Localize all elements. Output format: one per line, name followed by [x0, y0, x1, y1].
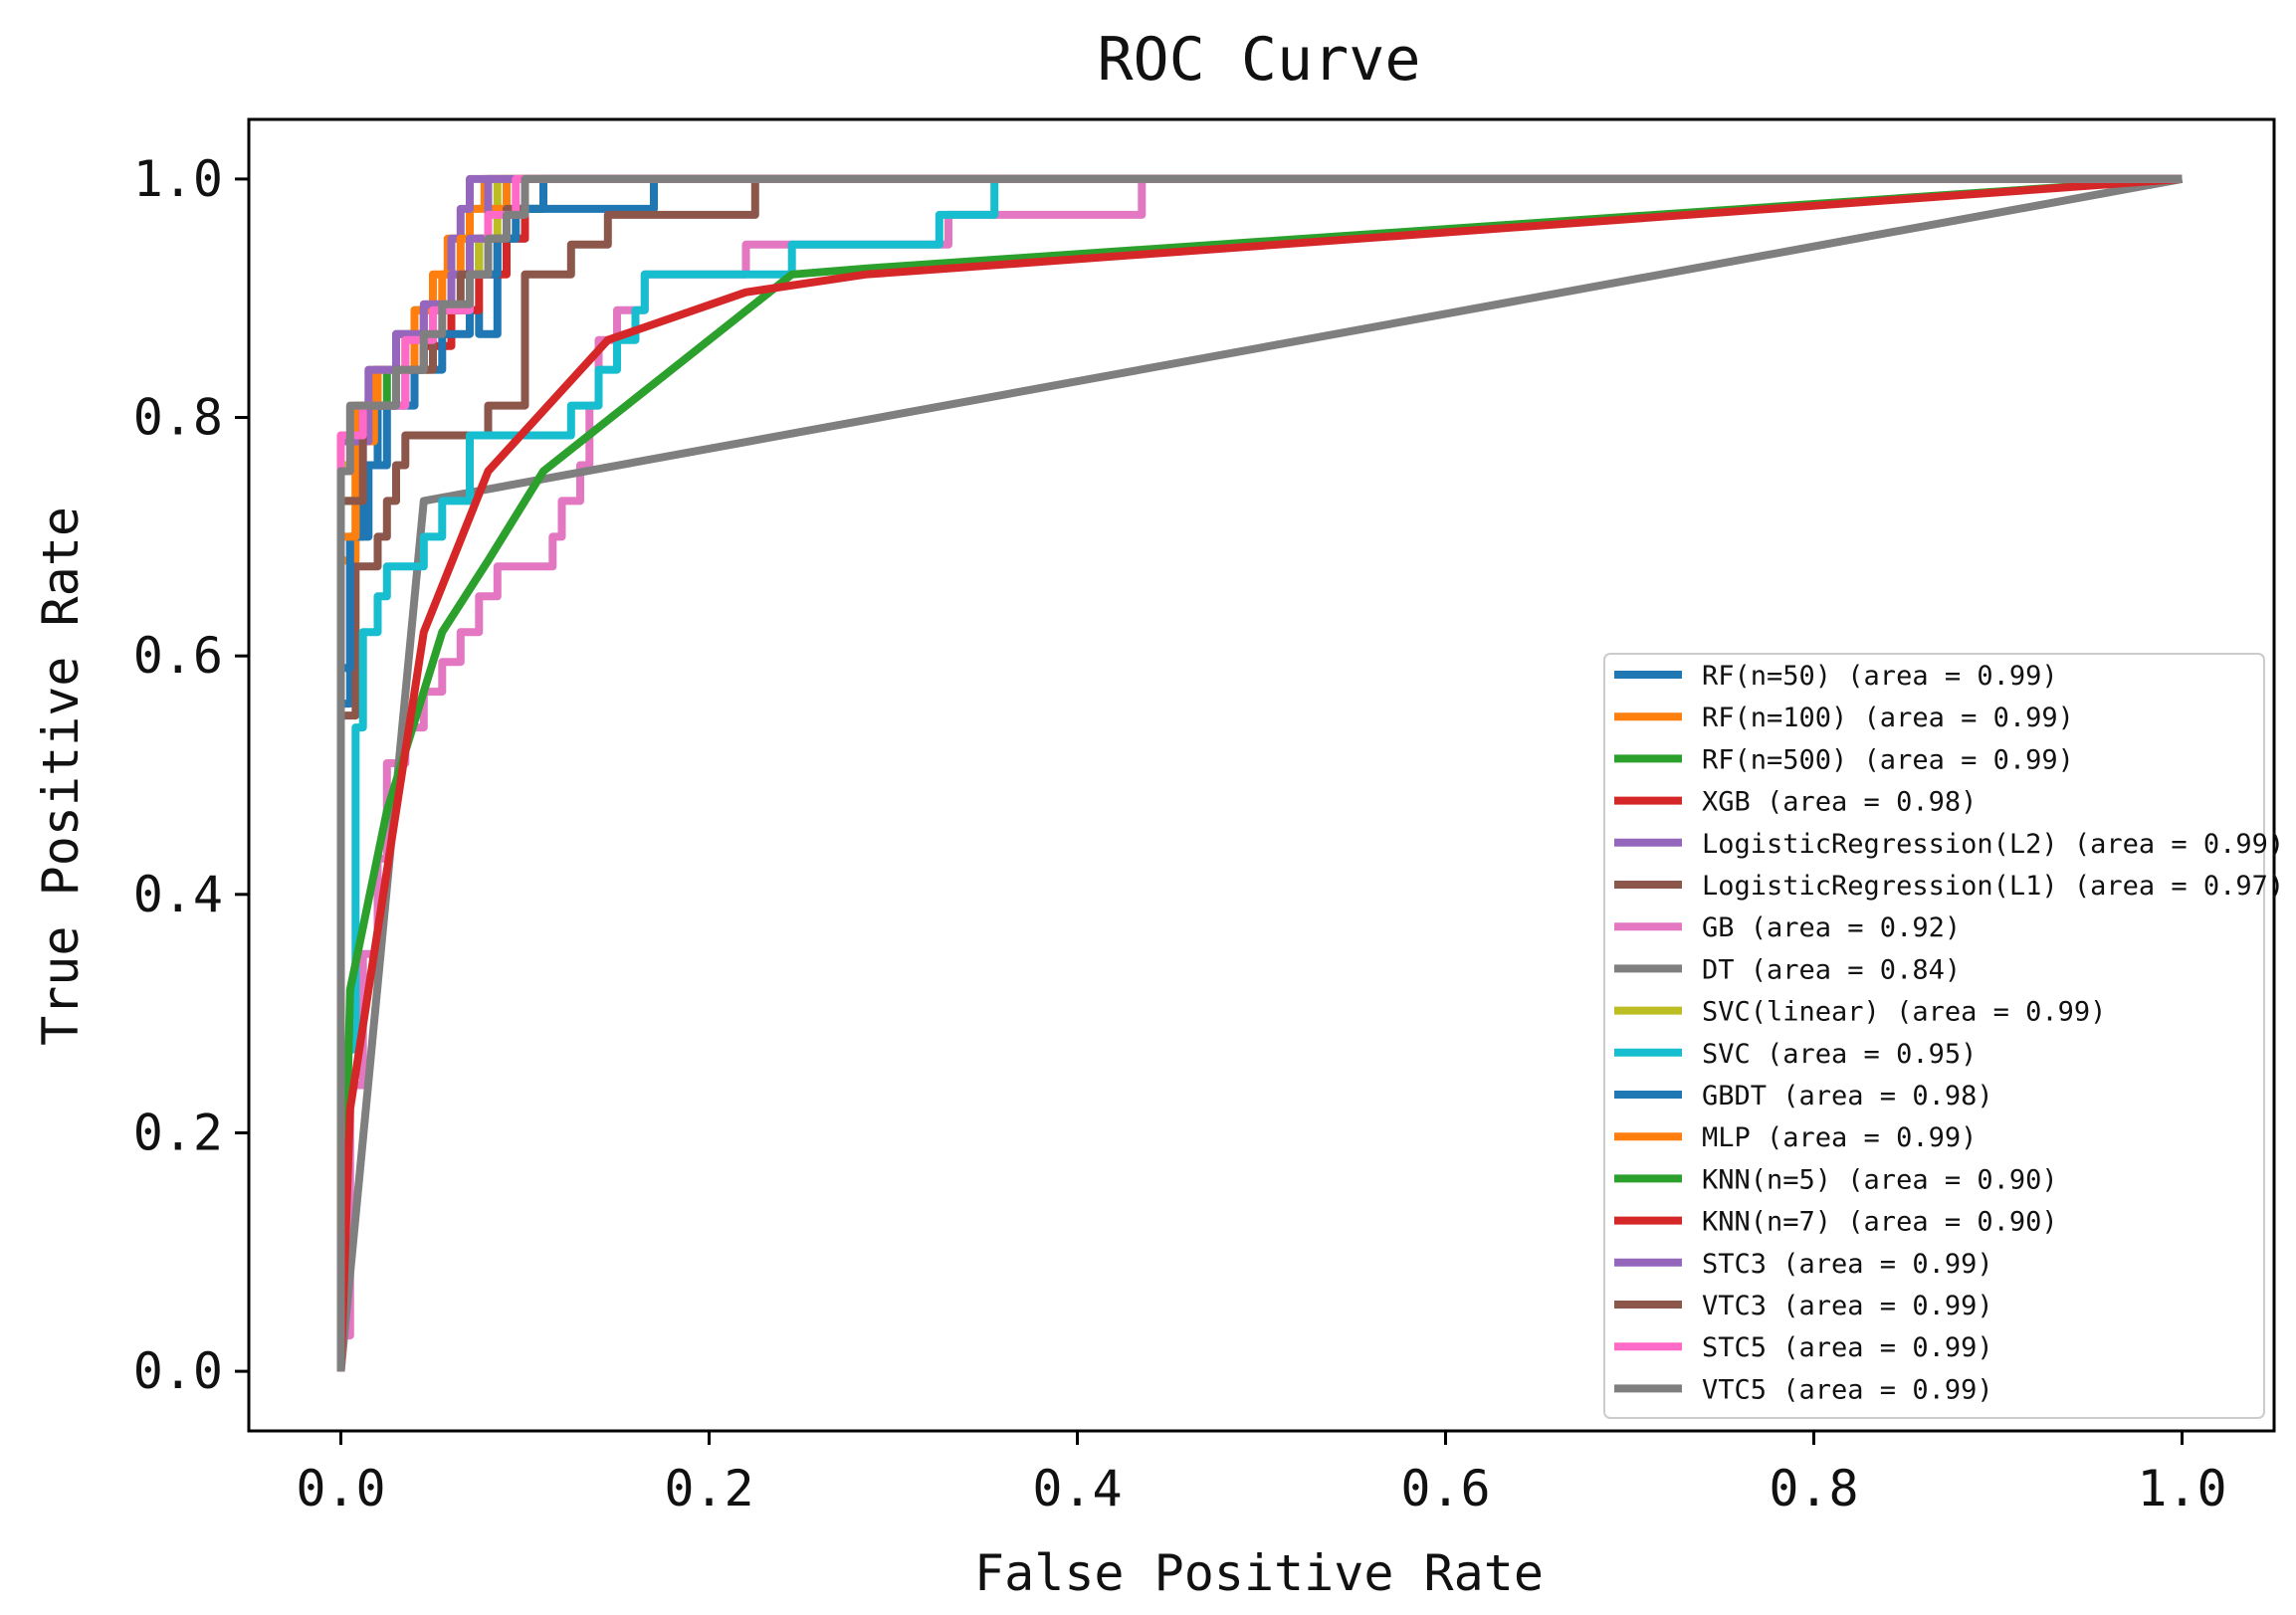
series-line-14 — [336, 174, 2183, 1372]
chart-title: ROC Curve — [1097, 25, 1420, 95]
x-tick-label: 0.6 — [1400, 1460, 1490, 1517]
legend-entry: XGB (area = 0.98) — [1614, 787, 1977, 818]
legend-entry: GBDT (area = 0.98) — [1614, 1081, 1993, 1111]
y-tick-label: 0.0 — [133, 1342, 223, 1400]
y-tick-label: 0.2 — [133, 1104, 223, 1161]
series-line-18 — [336, 174, 2183, 1372]
legend-label: SVC(linear) (area = 0.99) — [1702, 997, 2106, 1028]
legend-box — [1603, 653, 2265, 1419]
legend-label: MLP (area = 0.99) — [1702, 1122, 1977, 1153]
legend-entry: SVC (area = 0.95) — [1614, 1039, 1977, 1070]
legend-entry: VTC5 (area = 0.99) — [1614, 1374, 1993, 1405]
legend-label: LogisticRegression(L1) (area = 0.97) — [1702, 871, 2284, 902]
x-tick-label: 0.4 — [1032, 1460, 1122, 1517]
legend-entry: SVC(linear) (area = 0.99) — [1614, 997, 2106, 1028]
legend-label: RF(n=100) (area = 0.99) — [1702, 703, 2074, 733]
legend-label: LogisticRegression(L2) (area = 0.99) — [1702, 829, 2284, 860]
y-tick-label: 0.4 — [133, 866, 223, 923]
legend-label: VTC3 (area = 0.99) — [1702, 1291, 1993, 1321]
legend-label: STC5 (area = 0.99) — [1702, 1332, 1993, 1363]
x-axis-label: False Positive Rate — [974, 1544, 1544, 1602]
series-line-6 — [336, 174, 2183, 1372]
y-tick-label: 0.6 — [133, 627, 223, 685]
legend-entry: RF(n=50) (area = 0.99) — [1614, 661, 2058, 692]
legend-label: XGB (area = 0.98) — [1702, 787, 1977, 818]
legend-label: KNN(n=5) (area = 0.90) — [1702, 1164, 2058, 1195]
legend-entry: DT (area = 0.84) — [1614, 954, 1961, 985]
series-line-13 — [336, 174, 2183, 1372]
x-axis-ticks: 0.0 0.2 0.4 0.6 0.8 1.0 — [296, 1431, 2227, 1517]
legend-entry: RF(n=100) (area = 0.99) — [1614, 703, 2074, 733]
legend-entry: GB (area = 0.92) — [1614, 912, 1961, 943]
legend-label: KNN(n=7) (area = 0.90) — [1702, 1207, 2058, 1238]
y-axis-ticks: 0.0 0.2 0.4 0.6 0.8 1.0 — [133, 150, 249, 1400]
legend-label: STC3 (area = 0.99) — [1702, 1249, 1993, 1280]
x-tick-label: 0.0 — [296, 1460, 385, 1517]
y-tick-label: 0.8 — [133, 389, 223, 447]
legend-label: GBDT (area = 0.98) — [1702, 1081, 1993, 1111]
legend-label: SVC (area = 0.95) — [1702, 1039, 1977, 1070]
legend-entry: KNN(n=7) (area = 0.90) — [1614, 1207, 2058, 1238]
y-tick-label: 1.0 — [133, 150, 223, 208]
legend-entry: VTC3 (area = 0.99) — [1614, 1291, 1993, 1321]
legend-label: GB (area = 0.92) — [1702, 912, 1961, 943]
legend-entry: STC3 (area = 0.99) — [1614, 1249, 1993, 1280]
series-line-7 — [336, 174, 2183, 1372]
legend-entry: MLP (area = 0.99) — [1614, 1122, 1977, 1153]
series-layer — [336, 174, 2184, 1372]
legend-items: RF(n=50) (area = 0.99) RF(n=100) (area = … — [1614, 661, 2284, 1405]
x-tick-label: 1.0 — [2137, 1460, 2226, 1517]
legend: RF(n=50) (area = 0.99) RF(n=100) (area = … — [1603, 653, 2284, 1419]
y-axis-label: True Positive Rate — [32, 506, 90, 1046]
series-line-10 — [336, 174, 2183, 1372]
legend-label: DT (area = 0.84) — [1702, 954, 1961, 985]
legend-label: RF(n=500) (area = 0.99) — [1702, 744, 2074, 775]
series-line-8 — [336, 174, 2184, 1372]
legend-entry: KNN(n=5) (area = 0.90) — [1614, 1164, 2058, 1195]
legend-label: RF(n=50) (area = 0.99) — [1702, 661, 2058, 692]
legend-label: VTC5 (area = 0.99) — [1702, 1374, 1993, 1405]
x-tick-label: 0.2 — [664, 1460, 753, 1517]
legend-entry: RF(n=500) (area = 0.99) — [1614, 744, 2074, 775]
legend-entry: STC5 (area = 0.99) — [1614, 1332, 1993, 1363]
series-line-15 — [336, 174, 2183, 1372]
x-tick-label: 0.8 — [1769, 1460, 1858, 1517]
legend-entry: LogisticRegression(L2) (area = 0.99) — [1614, 829, 2284, 860]
legend-entry: LogisticRegression(L1) (area = 0.97) — [1614, 871, 2284, 902]
